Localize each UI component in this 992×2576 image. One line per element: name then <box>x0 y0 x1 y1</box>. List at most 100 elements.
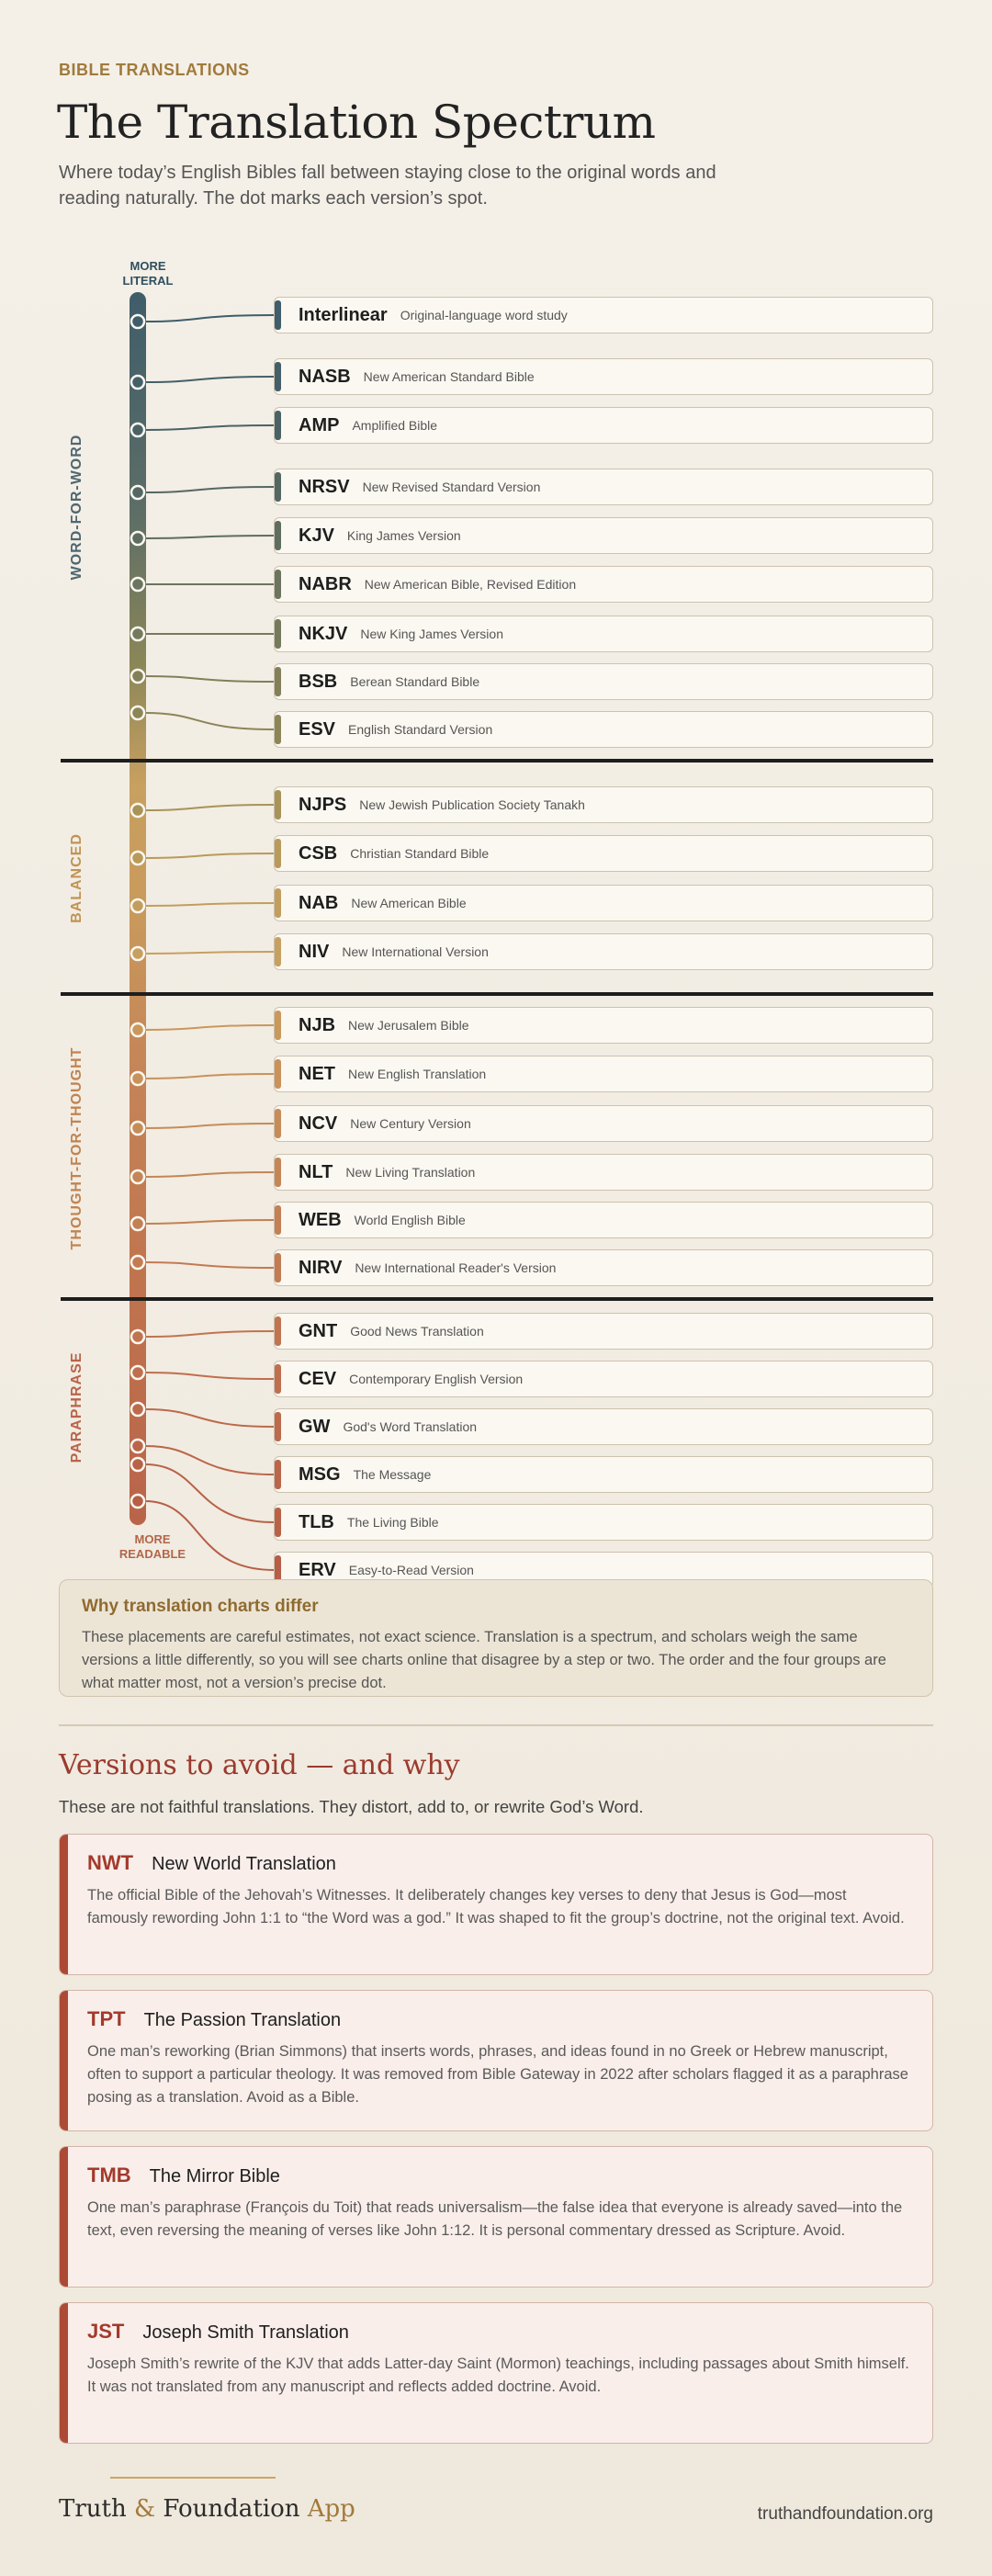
translation-card-gnt: GNT Good News Translation <box>274 1313 933 1350</box>
translation-abbr: NAB <box>299 892 339 913</box>
translation-name: New International Reader's Version <box>355 1260 557 1275</box>
avoid-card-nwt: NWT New World Translation The official B… <box>59 1834 933 1975</box>
avoid-abbr: NWT <box>87 1851 134 1874</box>
position-dot <box>130 530 146 547</box>
translation-name: Good News Translation <box>350 1324 484 1339</box>
position-dot <box>130 802 146 819</box>
position-dot <box>130 898 146 914</box>
translation-abbr: TLB <box>299 1511 334 1532</box>
connector-line <box>144 1372 275 1380</box>
translation-card-ncv: NCV New Century Version <box>274 1105 933 1142</box>
translation-abbr: NET <box>299 1063 335 1084</box>
translation-abbr: ESV <box>299 718 336 740</box>
avoid-subtitle: These are not faithful translations. The… <box>59 1797 644 1816</box>
translation-name: New Jewish Publication Society Tanakh <box>359 797 585 812</box>
translation-name: God's Word Translation <box>343 1419 478 1434</box>
position-dot <box>130 422 146 438</box>
position-dot <box>130 1022 146 1038</box>
eyebrow: BIBLE TRANSLATIONS <box>59 61 250 79</box>
translation-abbr: NIRV <box>299 1257 343 1278</box>
axis-bottom-label: MORE READABLE <box>118 1532 186 1561</box>
translation-card-esv: ESV English Standard Version <box>274 711 933 748</box>
translation-abbr: NASB <box>299 366 351 387</box>
translation-abbr: NIV <box>299 941 330 962</box>
translation-card-nabr: NABR New American Bible, Revised Edition <box>274 566 933 603</box>
translation-card-njb: NJB New Jerusalem Bible <box>274 1007 933 1044</box>
connector-line <box>144 1123 275 1129</box>
avoid-abbr: JST <box>87 2320 125 2343</box>
position-dot <box>130 1120 146 1136</box>
avoid-card-tpt: TPT The Passion Translation One man’s re… <box>59 1990 933 2131</box>
position-dot <box>130 1169 146 1185</box>
card-color-tab <box>275 790 281 819</box>
translation-abbr: ERV <box>299 1559 336 1580</box>
position-dot <box>130 1493 146 1509</box>
avoid-desc: One man’s paraphrase (François du Toit) … <box>87 2199 903 2239</box>
note-title: Why translation charts differ <box>82 1597 319 1616</box>
translation-abbr: MSG <box>299 1463 341 1485</box>
avoid-card-jst: JST Joseph Smith Translation Joseph Smit… <box>59 2302 933 2444</box>
translation-card-kjv: KJV King James Version <box>274 517 933 554</box>
card-color-tab <box>275 1508 281 1537</box>
position-dot <box>130 1215 146 1232</box>
translation-card-nkjv: NKJV New King James Version <box>274 616 933 652</box>
avoid-card-stripe <box>60 1835 68 1974</box>
translation-name: New Century Version <box>350 1116 471 1131</box>
connector-line <box>144 951 275 955</box>
connector-line <box>144 1408 275 1428</box>
brand-amp: & <box>133 2495 156 2523</box>
brand-word: Foundation <box>163 2495 300 2523</box>
translation-name: Berean Standard Bible <box>350 674 480 689</box>
translation-card-net: NET New English Translation <box>274 1056 933 1092</box>
connector-line <box>144 1261 275 1269</box>
page-subtitle: Where today’s English Bibles fall betwee… <box>59 163 716 209</box>
group-label-balanced: BALANCED <box>69 833 85 923</box>
page-title: The Translation Spectrum <box>57 96 656 149</box>
translation-name: Christian Standard Bible <box>350 846 490 861</box>
card-color-tab <box>275 472 281 502</box>
translation-name: The Message <box>353 1467 432 1482</box>
translation-name: World English Bible <box>354 1213 466 1227</box>
group-divider <box>61 992 933 996</box>
group-divider <box>61 759 933 763</box>
brand-logo: Truth & Foundation App <box>59 2495 355 2523</box>
translation-abbr: KJV <box>299 525 334 546</box>
card-color-tab <box>275 1011 281 1040</box>
position-dot <box>130 484 146 501</box>
avoid-abbr: TMB <box>87 2164 131 2186</box>
connector-line <box>144 675 275 683</box>
translation-name: Original-language word study <box>400 308 568 322</box>
connector-lines <box>130 313 275 1571</box>
translation-card-niv: NIV New International Version <box>274 933 933 970</box>
connector-line <box>144 314 275 322</box>
card-color-tab <box>275 521 281 550</box>
position-dot <box>130 705 146 721</box>
card-color-tab <box>275 619 281 649</box>
translation-abbr: Interlinear <box>299 304 388 325</box>
position-dot <box>130 1456 146 1473</box>
position-dot <box>130 945 146 962</box>
position-dot <box>130 626 146 642</box>
avoid-desc: The official Bible of the Jehovah’s Witn… <box>87 1887 905 1926</box>
avoid-name: The Passion Translation <box>143 2010 342 2030</box>
site-link[interactable]: truthandfoundation.org <box>757 2504 933 2524</box>
connector-line <box>144 1463 275 1523</box>
group-divider <box>61 1297 933 1301</box>
avoid-desc: Joseph Smith’s rewrite of the KJV that a… <box>87 2356 909 2395</box>
position-dot <box>130 668 146 684</box>
axis-top-label: MORE LITERAL <box>122 259 174 288</box>
connector-line <box>144 376 275 383</box>
translation-name: New Living Translation <box>345 1165 476 1180</box>
card-color-tab <box>275 1460 281 1489</box>
translation-abbr: NJPS <box>299 794 347 815</box>
translation-card-njps: NJPS New Jewish Publication Society Tanak… <box>274 786 933 823</box>
connector-line <box>144 1219 275 1225</box>
translation-abbr: WEB <box>299 1209 342 1230</box>
translation-card-amp: AMP Amplified Bible <box>274 407 933 444</box>
card-color-tab <box>275 715 281 744</box>
connector-line <box>144 1073 275 1079</box>
position-dot <box>130 313 146 330</box>
card-color-tab <box>275 888 281 918</box>
translation-card-csb: CSB Christian Standard Bible <box>274 835 933 872</box>
translation-card-nasb: NASB New American Standard Bible <box>274 358 933 395</box>
